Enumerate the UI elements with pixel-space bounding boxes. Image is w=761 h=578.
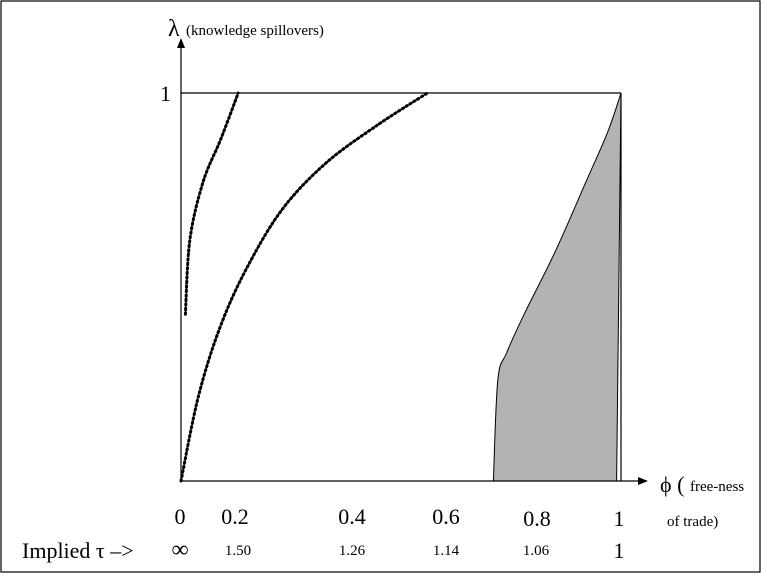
tau-value: 1.26 [339, 543, 366, 559]
dotted-curve-2 [179, 91, 429, 483]
phi-tick-labels: 0 0.2 0.4 0.6 0.8 1 [175, 504, 625, 531]
phi-tick-label: 0.8 [523, 506, 551, 531]
tau-value: ∞ [171, 537, 188, 563]
phi-tick-label: 1 [614, 506, 625, 531]
phi-tick-label: 0.2 [221, 504, 249, 529]
tau-value: 1 [614, 538, 625, 563]
x-axis-symbol: ϕ ( [660, 472, 684, 497]
phi-tick-label: 0.6 [432, 504, 460, 529]
shaded-region [492, 92, 622, 482]
x-axis-label-part1: free-ness [690, 479, 744, 495]
dotted-curve-1 [183, 91, 240, 316]
dotted-curves [179, 91, 429, 483]
y-axis-symbol: λ [168, 16, 180, 42]
x-axis-label-part2: of trade) [667, 514, 718, 530]
y-axis-label: (knowledge spillovers) [186, 23, 324, 39]
y-axis-arrow [177, 38, 185, 48]
phi-tick-label: 0.4 [338, 504, 366, 529]
tau-values: ∞ 1.50 1.26 1.14 1.06 1 [171, 537, 624, 563]
implied-tau-label: Implied τ –> [22, 538, 134, 563]
tau-value: 1.50 [225, 543, 251, 559]
y-tick-1: 1 [160, 81, 171, 106]
tau-value: 1.06 [523, 543, 550, 559]
tau-value: 1.14 [433, 543, 460, 559]
x-axis-arrow [638, 477, 648, 485]
phi-tick-label: 0 [175, 504, 186, 529]
